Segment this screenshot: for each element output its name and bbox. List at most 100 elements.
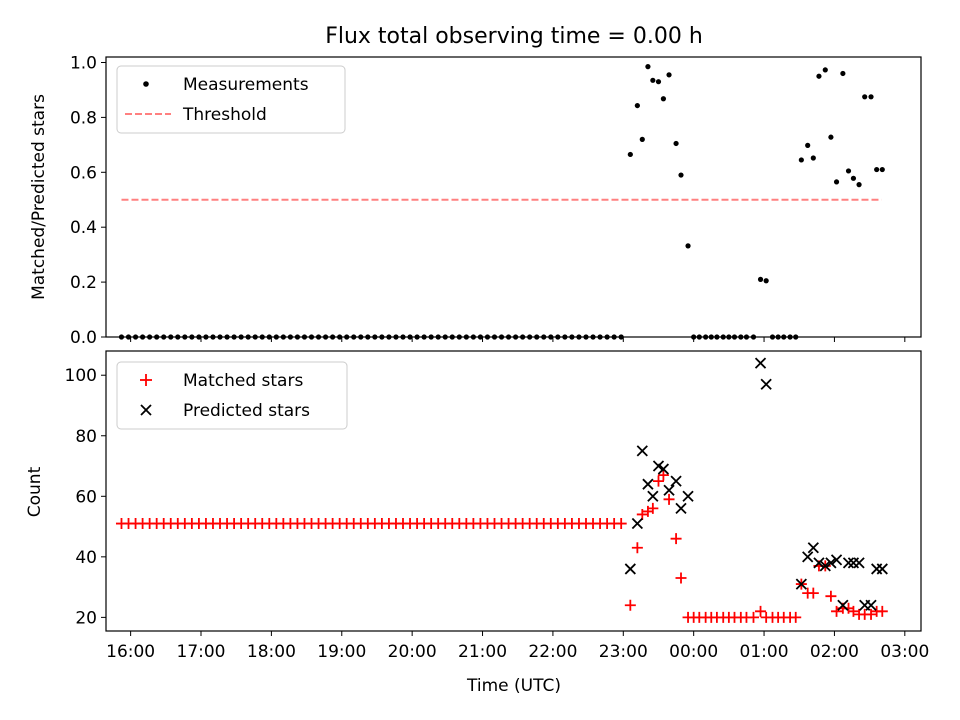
x-tick-label: 21:00 [458,642,507,662]
predicted-stars-point [760,378,772,390]
matched-stars-point [876,605,888,617]
measurement-point [840,70,846,77]
legend-matched-stars-label: Matched stars [183,371,303,391]
x-tick-label: 22:00 [528,642,577,662]
measurement-point [645,64,651,70]
bottom-legend: Matched stars Predicted stars [116,361,348,430]
legend-measurements-label: Measurements [183,75,309,95]
x-tick-label: 02:00 [810,642,859,662]
bottom-legend-box [116,361,348,430]
measurement-point [627,151,633,158]
y-tick-label: 20 [75,608,97,628]
measurement-point [879,166,885,173]
x-tick-label: 16:00 [106,642,155,662]
predicted-stars-point [642,478,654,490]
x-tick-label: 00:00 [669,642,718,662]
predicted-stars-point [795,578,807,590]
predicted-stars-point [825,557,837,569]
predicted-stars-point [837,599,849,611]
matched-stars-series [115,469,888,623]
y-tick-label: 0.8 [70,108,97,128]
bottom-y-ticks: 20 40 60 80 100 [65,366,106,628]
top-x-ticks [130,337,906,342]
predicted-stars-point [657,463,670,475]
predicted-stars-point [675,502,687,515]
predicted-stars-point [865,599,877,611]
measurement-point [868,94,874,100]
measurement-point [862,94,868,100]
bottom-x-ticks: 16:00 17:00 18:00 19:00 20:00 21:00 22:00 23:00… [106,631,929,662]
predicted-stars-legend-marker [140,404,152,416]
measurement-point [816,73,822,79]
measurement-point [650,77,656,83]
matched-stars-point [647,502,659,514]
matched-stars-legend-marker [140,374,152,386]
predicted-stars-point [624,563,636,575]
bottom-y-axis-label: Count [25,466,45,517]
x-tick-label: 17:00 [177,642,226,662]
matched-stars-point [631,542,643,554]
measurement-point [822,67,828,73]
legend-predicted-stars-label: Predicted stars [183,401,310,421]
y-tick-label: 0.0 [70,328,97,348]
y-tick-label: 0.2 [70,273,97,293]
bottom-axes: 20 40 60 80 100 16:00 17:00 18:00 19:00 20:00 21:… [25,350,929,662]
measurement-point [763,278,769,284]
top-legend: Measurements Threshold [116,65,346,134]
measurement-point [634,102,640,109]
predicted-stars-point [652,460,665,472]
measurement-point [828,134,834,140]
predicted-stars-point [842,557,855,569]
y-tick-label: 60 [75,487,97,507]
matched-stars-point [663,493,675,505]
matched-stars-point [755,605,767,617]
matched-stars-point [825,590,837,602]
figure-title: Flux total observing time = 0.00 h [325,24,703,49]
top-axes: 0.0 0.2 0.4 0.6 0.8 1.0 Matched/Predicted sta… [29,53,922,348]
matched-stars-point [615,518,627,530]
measurements-legend-marker [143,81,149,87]
predicted-stars-point [647,490,659,502]
x-tick-label: 18:00 [247,642,296,662]
top-legend-box [116,65,346,134]
predicted-stars-point [754,357,767,369]
measurement-point [856,182,862,188]
predicted-stars-point [631,517,644,530]
measurement-point [757,276,764,282]
measurement-point [666,72,672,78]
measurement-point [798,157,804,163]
measurement-point [673,140,679,147]
x-axis-label: Time (UTC) [466,676,561,696]
measurement-point [850,175,857,181]
bottom-axes-frame [105,350,922,632]
x-tick-label: 23:00 [599,642,648,662]
matched-stars-point [747,611,759,623]
y-tick-label: 80 [75,427,97,447]
matched-stars-point [807,587,819,599]
measurement-point [685,243,691,249]
y-tick-label: 40 [75,548,97,568]
predicted-stars-point [853,557,865,569]
legend-threshold-label: Threshold [182,105,267,125]
predicted-stars-point [802,551,814,563]
matched-stars-point [670,533,682,545]
measurement-point [874,166,880,173]
x-tick-label: 20:00 [388,642,437,662]
measurement-point [833,179,840,185]
predicted-stars-point [663,484,675,496]
measurement-point [810,155,816,161]
x-tick-label: 01:00 [740,642,789,662]
bottom-plot-area [115,357,888,623]
measurement-point [660,96,667,102]
predicted-stars-point [636,445,648,457]
matched-stars-point [675,572,687,584]
predicted-stars-series [624,357,888,611]
matched-stars-point [636,508,648,520]
x-tick-label: 19:00 [317,642,366,662]
predicted-stars-point [876,563,888,575]
predicted-stars-point [819,560,831,572]
y-tick-label: 1.0 [70,53,97,73]
top-y-ticks: 0.0 0.2 0.4 0.6 0.8 1.0 [70,53,106,348]
predicted-stars-point [813,557,825,569]
